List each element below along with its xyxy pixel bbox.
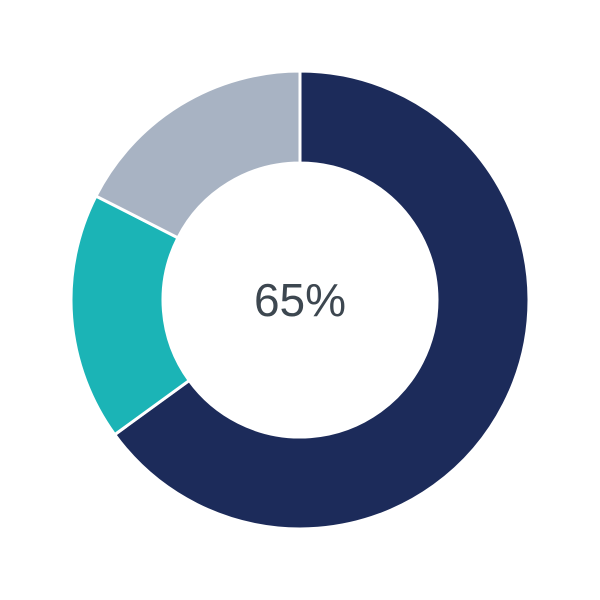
center-label: 65% (254, 274, 346, 326)
donut-slice-0 (112, 69, 531, 531)
donut-slice-2 (93, 69, 302, 240)
